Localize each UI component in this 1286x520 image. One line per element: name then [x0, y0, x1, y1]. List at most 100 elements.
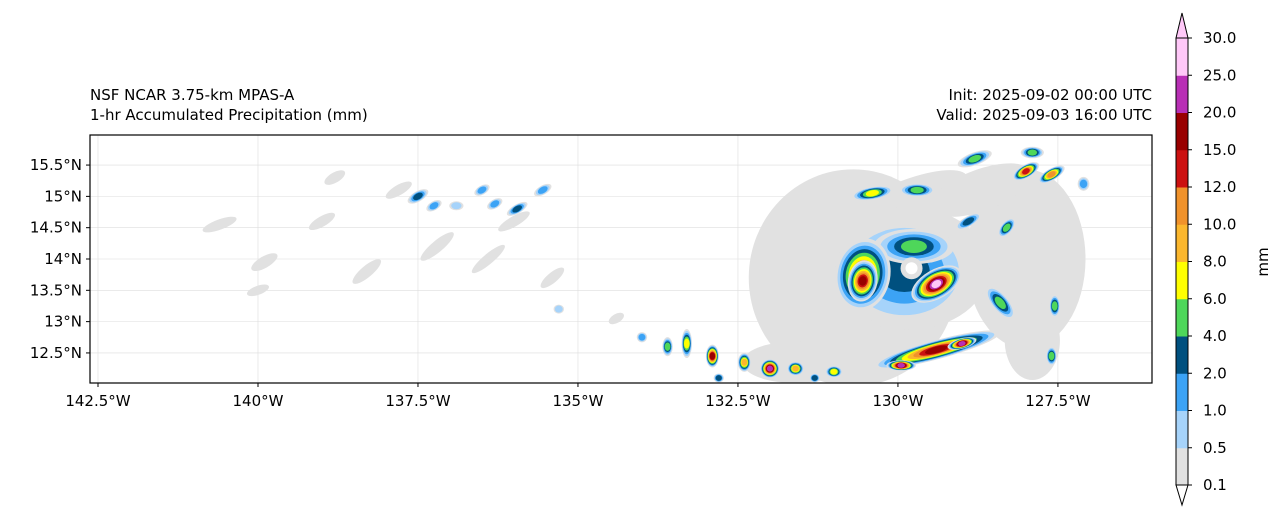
lat-tick-label: 15.5°N: [30, 156, 82, 174]
precip-contour: [709, 352, 716, 360]
precip-contour: [792, 365, 799, 372]
colorbar-segment: [1176, 38, 1188, 76]
precip-contour: [554, 305, 563, 313]
precip-cell: [886, 360, 916, 371]
precip-contour: [925, 345, 948, 355]
precip-contour: [865, 190, 879, 197]
lon-tick-label: 132.5°W: [705, 392, 770, 410]
precip-contour: [1027, 149, 1038, 156]
precip-cell: [851, 185, 894, 201]
precip-cell: [1004, 300, 1060, 380]
precip-contour: [930, 163, 1032, 217]
precip-contour: [540, 267, 565, 289]
precip-cell: [1020, 146, 1044, 159]
colorbar-segment: [1176, 112, 1188, 151]
precip-contour: [246, 284, 269, 297]
precip-cell: [737, 352, 751, 372]
precip-cell: [534, 183, 552, 197]
colorbar-tick-label: 0.1: [1203, 476, 1227, 494]
precip-contour: [1048, 351, 1055, 361]
precip-cell: [202, 216, 237, 233]
precip-cell: [955, 212, 982, 231]
precip-contour: [968, 155, 982, 163]
precip-contour: [900, 240, 927, 253]
precip-contour: [766, 365, 774, 372]
precip-cell: [705, 344, 719, 368]
lon-tick-label: 140°W: [233, 392, 284, 410]
precip-cell: [847, 260, 878, 302]
colorbar-tick-label: 8.0: [1203, 253, 1227, 271]
precip-cell: [947, 337, 977, 350]
precip-contour: [1047, 171, 1056, 178]
precip-cell: [506, 201, 528, 216]
precip-contour: [830, 368, 838, 375]
colorbar-segment: [1176, 261, 1188, 300]
lon-tick-label: 135°W: [552, 392, 603, 410]
colorbar-tick-label: 25.0: [1203, 66, 1236, 84]
precip-cell: [487, 198, 503, 210]
precip-cell: [498, 211, 530, 232]
precip-cell: [899, 183, 936, 197]
colorbar-tick-label: 4.0: [1203, 327, 1227, 345]
precip-contour: [385, 181, 412, 199]
colorbar-tick-label: 30.0: [1203, 29, 1236, 47]
colorbar-tick-label: 20.0: [1203, 104, 1236, 122]
precip-cell: [420, 232, 454, 261]
colorbar-tick-label: 6.0: [1203, 290, 1227, 308]
precip-cell: [449, 201, 464, 211]
precip-cell: [957, 150, 992, 168]
colorbar-segment: [1176, 224, 1188, 262]
valid-time: Valid: 2025-09-03 16:00 UTC: [936, 106, 1152, 124]
precip-contour: [1079, 179, 1088, 189]
title-left-line1: NSF NCAR 3.75-km MPAS-A: [90, 86, 295, 104]
precip-contour: [608, 312, 624, 325]
precip-cell: [985, 286, 1016, 320]
precip-cell: [713, 373, 724, 383]
precip-field: [202, 146, 1090, 383]
precip-contour: [638, 333, 646, 341]
precip-cell: [474, 184, 490, 196]
precip-cell: [998, 218, 1016, 238]
precip-cell: [1077, 176, 1090, 191]
precip-cell: [540, 267, 565, 289]
lat-tick-label: 12.5°N: [30, 344, 82, 362]
precip-cell: [1049, 294, 1060, 318]
precip-cell: [426, 200, 442, 212]
precip-contour: [683, 338, 690, 349]
colorbar-tick-label: 10.0: [1203, 215, 1236, 233]
precip-contour: [352, 259, 382, 284]
colorbar-tick-label: 1.0: [1203, 402, 1227, 420]
precip-cell: [825, 365, 843, 378]
precip-cell: [760, 359, 780, 379]
precip-cell: [854, 170, 968, 223]
colorbar-extend-max: [1175, 12, 1189, 39]
lat-tick-label: 15°N: [44, 187, 82, 205]
precip-cell: [308, 212, 336, 231]
lon-tick-label: 130°W: [872, 392, 923, 410]
precip-contour: [1002, 223, 1011, 232]
colorbar-segment: [1176, 447, 1188, 486]
colorbar-tick-label: 2.0: [1203, 364, 1227, 382]
precip-contour: [471, 244, 505, 274]
precip-cell: [1012, 162, 1040, 181]
precip-contour: [931, 279, 942, 289]
precip-cell: [471, 244, 505, 274]
colorbar-segment: [1176, 373, 1188, 411]
precip-contour: [741, 358, 748, 366]
colorbar-segment: [1176, 298, 1188, 337]
precip-contour: [994, 296, 1006, 309]
precip-contour: [664, 342, 671, 351]
precip-cell: [608, 312, 624, 325]
colorbar-segment: [1176, 75, 1188, 113]
precip-cell: [911, 265, 962, 303]
precip-contour: [537, 186, 548, 194]
lat-tick-label: 14°N: [44, 250, 82, 268]
precip-contour: [251, 253, 278, 272]
precip-contour: [308, 212, 336, 231]
precip-contour: [324, 170, 346, 185]
precip-cell: [809, 373, 820, 383]
precip-cell: [636, 332, 648, 343]
precip-cell: [324, 170, 346, 185]
precip-contour: [202, 216, 237, 233]
